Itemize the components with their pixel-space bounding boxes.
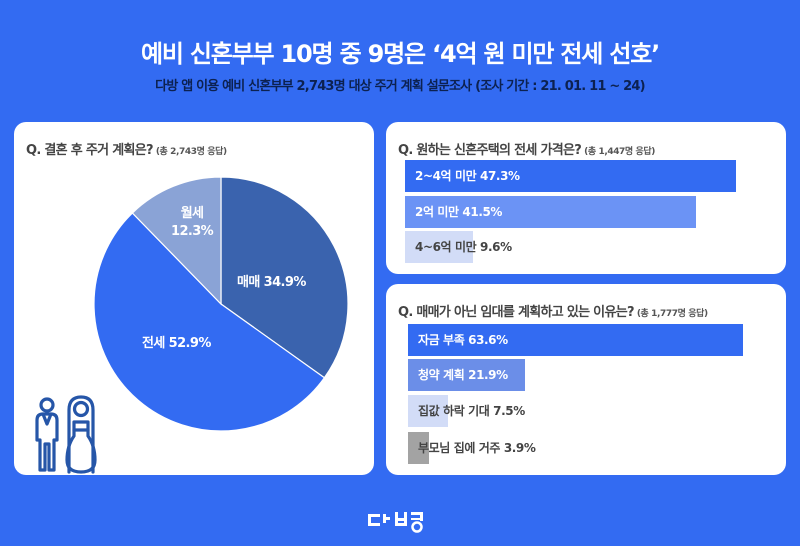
bar-row: 집값 하락 기대 7.5%: [408, 395, 768, 427]
page-subtitle: 다방 앱 이용 예비 신혼부부 2,743명 대상 주거 계획 설문조사 (조사…: [155, 79, 645, 94]
bar-label: 집값 하락 기대 7.5%: [418, 404, 525, 418]
bar-row: 자금 부족 63.6%: [408, 324, 768, 356]
bar-lack-of-funds: [408, 324, 743, 356]
pie-label-wolse: 월세 12.3%: [171, 205, 214, 241]
bar-2-4eok: [405, 160, 736, 192]
dabang-logo: [368, 512, 423, 533]
question-text: Q. 결혼 후 주거 계획은?: [26, 143, 154, 158]
bar-label: 2~4억 미만 47.3%: [415, 169, 520, 183]
rent-reason-question: Q. 매매가 아닌 임대를 계획하고 있는 이유는? (총 1,777명 응답): [398, 301, 708, 320]
bar-label: 4~6억 미만 9.6%: [415, 240, 512, 254]
housing-plan-pie-chart: [93, 176, 349, 432]
bar-price-drop-expectation: [408, 395, 448, 427]
bar-label: 자금 부족 63.6%: [418, 333, 508, 347]
bar-subscription-plan: [408, 359, 525, 391]
page-title: 예비 신혼부부 10명 중 9명은 ‘4억 원 미만 전세 선호’: [140, 40, 660, 68]
pie-label-wolse-name: 월세: [180, 206, 204, 221]
bar-row: 부모님 집에 거주 3.9%: [408, 432, 768, 464]
bar-live-with-parents: [408, 432, 429, 464]
respondent-count: (총 1,777명 응답): [636, 309, 708, 319]
bar-under-2eok: [405, 196, 696, 228]
bar-row: 4~6억 미만 9.6%: [405, 231, 765, 263]
respondent-count: (총 2,743명 응답): [155, 147, 227, 157]
bride-groom-icon: [35, 395, 97, 474]
pie-label-wolse-value: 12.3%: [171, 224, 214, 239]
pie-label-maemae: 매매 34.9%: [237, 275, 306, 290]
jeonse-price-card: Q. 원하는 신혼주택의 전세 가격은? (총 1,447명 응답) 2~4억 미…: [386, 122, 786, 274]
rent-reason-card: Q. 매매가 아닌 임대를 계획하고 있는 이유는? (총 1,777명 응답) …: [386, 284, 786, 475]
bar-label: 2억 미만 41.5%: [415, 205, 503, 219]
bar-label: 부모님 집에 거주 3.9%: [418, 441, 536, 455]
pie-slice-매매: [220, 176, 349, 379]
bar-4-6eok: [405, 231, 473, 263]
question-text: Q. 매매가 아닌 임대를 계획하고 있는 이유는?: [398, 305, 635, 320]
question-text: Q. 원하는 신혼주택의 전세 가격은?: [398, 143, 582, 158]
pie-slice-월세: [131, 176, 222, 306]
bar-label: 청약 계획 21.9%: [418, 368, 508, 382]
bar-row: 청약 계획 21.9%: [408, 359, 768, 391]
jeonse-price-question: Q. 원하는 신혼주택의 전세 가격은? (총 1,447명 응답): [398, 139, 655, 158]
respondent-count: (총 1,447명 응답): [584, 147, 656, 157]
pie-label-jeonse: 전세 52.9%: [142, 336, 211, 351]
housing-plan-question: Q. 결혼 후 주거 계획은? (총 2,743명 응답): [26, 139, 227, 158]
bar-row: 2억 미만 41.5%: [405, 196, 765, 228]
pie-slice-전세: [93, 212, 326, 432]
housing-plan-card: Q. 결혼 후 주거 계획은? (총 2,743명 응답) 매매 34.9% 전세…: [14, 122, 374, 475]
bar-row: 2~4억 미만 47.3%: [405, 160, 765, 192]
